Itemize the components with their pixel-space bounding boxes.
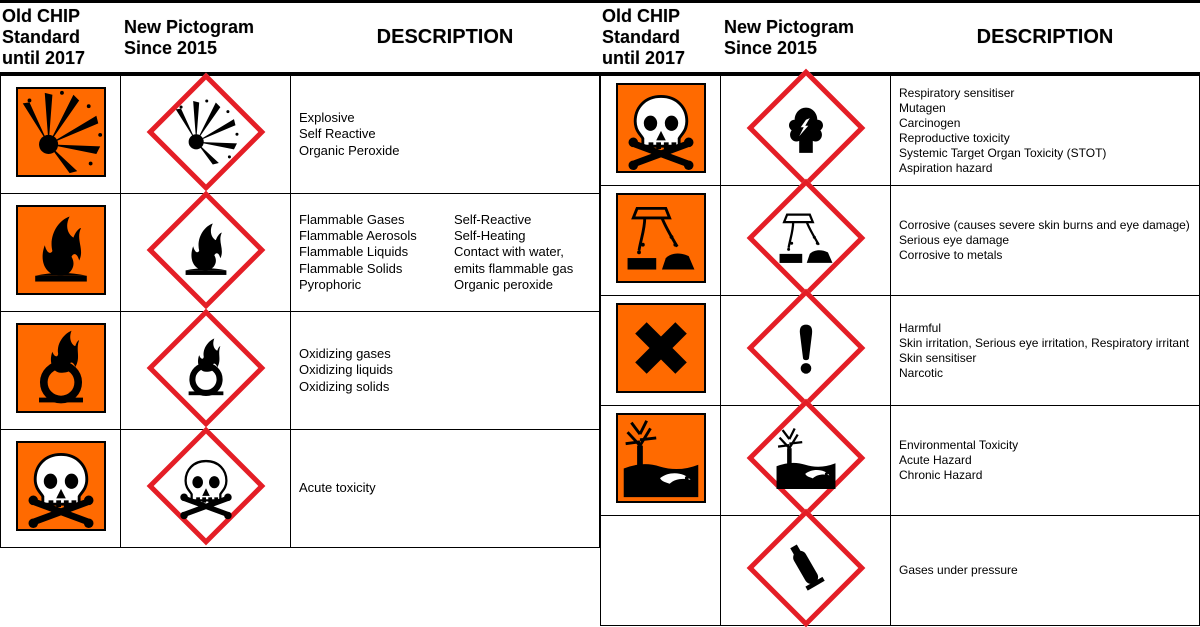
left-panel: Old CHIP Standard until 2017 New Pictogr… xyxy=(0,0,600,626)
chip-explosive-icon xyxy=(16,87,106,177)
description-text: Corrosive (causes severe skin burns and … xyxy=(891,186,1200,296)
table-row: Flammable GasesFlammable AerosolsFlammab… xyxy=(1,194,600,312)
description-text: Respiratory sensitiserMutagenCarcinogenR… xyxy=(891,76,1200,186)
description-text: HarmfulSkin irritation, Serious eye irri… xyxy=(891,296,1200,406)
ghs-cylinder-icon xyxy=(758,520,854,616)
description-text: Acute toxicity xyxy=(291,430,600,548)
hdr-col3: DESCRIPTION xyxy=(290,26,600,49)
table-row: Respiratory sensitiserMutagenCarcinogenR… xyxy=(601,76,1200,186)
right-header: Old CHIP Standard until 2017 New Pictogr… xyxy=(600,3,1200,75)
description-text: ExplosiveSelf ReactiveOrganic Peroxide xyxy=(291,76,600,194)
table-row: ExplosiveSelf ReactiveOrganic Peroxide xyxy=(1,76,600,194)
chip-skull-icon xyxy=(16,441,106,531)
hdr-col2: New Pictogram Since 2015 xyxy=(120,17,290,58)
chip-flame_circle-icon xyxy=(16,323,106,413)
table-row: Oxidizing gasesOxidizing liquidsOxidizin… xyxy=(1,312,600,430)
table-row: HarmfulSkin irritation, Serious eye irri… xyxy=(601,296,1200,406)
table-row: Gases under pressure xyxy=(601,516,1200,626)
right-table: Respiratory sensitiserMutagenCarcinogenR… xyxy=(600,75,1200,626)
table-row: Environmental ToxicityAcute HazardChroni… xyxy=(601,406,1200,516)
description-text: Oxidizing gasesOxidizing liquidsOxidizin… xyxy=(291,312,600,430)
ghs-environment-icon xyxy=(758,410,854,506)
ghs-health-icon xyxy=(758,80,854,176)
right-panel: Old CHIP Standard until 2017 New Pictogr… xyxy=(600,0,1200,626)
left-header: Old CHIP Standard until 2017 New Pictogr… xyxy=(0,3,600,75)
hdr-col1-r: Old CHIP Standard until 2017 xyxy=(600,6,720,68)
table-row: Acute toxicity xyxy=(1,430,600,548)
ghs-flame_circle-icon xyxy=(158,320,254,416)
table-row: Corrosive (causes severe skin burns and … xyxy=(601,186,1200,296)
ghs-flame-icon xyxy=(158,202,254,298)
hdr-col3-r: DESCRIPTION xyxy=(890,26,1200,49)
chip-cross-icon xyxy=(616,303,706,393)
ghs-skull-icon xyxy=(158,438,254,534)
hdr-col2-r: New Pictogram Since 2015 xyxy=(720,17,890,58)
hazard-pictogram-table: Old CHIP Standard until 2017 New Pictogr… xyxy=(0,0,1200,626)
chip-skull-icon xyxy=(616,83,706,173)
ghs-corrosive-icon xyxy=(758,190,854,286)
chip-flame-icon xyxy=(16,205,106,295)
description-text: Flammable GasesFlammable AerosolsFlammab… xyxy=(299,212,591,293)
ghs-explosive-icon xyxy=(158,84,254,180)
chip-environment-icon xyxy=(616,413,706,503)
description-text: Environmental ToxicityAcute HazardChroni… xyxy=(891,406,1200,516)
ghs-exclaim-icon xyxy=(758,300,854,396)
left-table: ExplosiveSelf ReactiveOrganic Peroxide F… xyxy=(0,75,600,548)
hdr-col1: Old CHIP Standard until 2017 xyxy=(0,6,120,68)
description-text: Gases under pressure xyxy=(891,516,1200,626)
chip-corrosive-icon xyxy=(616,193,706,283)
